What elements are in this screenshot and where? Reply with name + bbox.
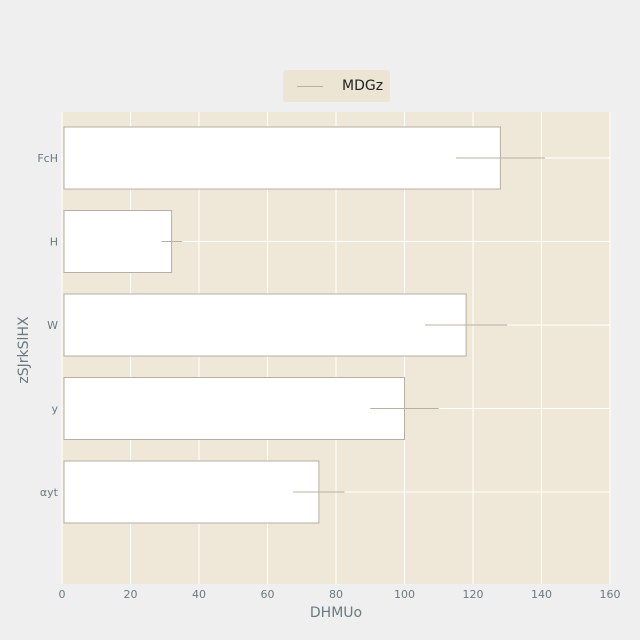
- x-tick-label: 80: [329, 588, 343, 601]
- bar: [63, 460, 320, 524]
- bar: [63, 210, 173, 273]
- legend-swatch: [297, 85, 323, 87]
- bar: [63, 293, 467, 357]
- x-axis-title: DHMUo: [310, 605, 362, 621]
- y-tick-label: y: [51, 403, 58, 416]
- legend-label: MDGz: [342, 78, 384, 94]
- x-tick-label: 20: [124, 588, 138, 601]
- y-tick-label: αyt: [40, 486, 59, 499]
- x-tick-label: 100: [394, 588, 415, 601]
- x-tick-label: 60: [261, 588, 275, 601]
- y-tick-label: W: [47, 319, 58, 332]
- x-tick-labels: 0 20 40 60 80 100 120 140 160: [59, 588, 621, 601]
- bar: [63, 126, 501, 190]
- y-tick-label: H: [50, 236, 58, 249]
- x-tick-label: 120: [463, 588, 484, 601]
- y-tick-label: FcH: [37, 152, 58, 165]
- x-tick-label: 140: [531, 588, 552, 601]
- x-tick-label: 160: [600, 588, 621, 601]
- legend: MDGz: [283, 70, 390, 102]
- x-tick-label: 0: [59, 588, 66, 601]
- x-tick-label: 40: [192, 588, 206, 601]
- y-axis-title: zSJrkSlHX: [16, 316, 32, 384]
- bar: [63, 377, 405, 440]
- y-tick-labels: FcH H Wy αyt: [37, 152, 58, 499]
- bars: [63, 126, 545, 524]
